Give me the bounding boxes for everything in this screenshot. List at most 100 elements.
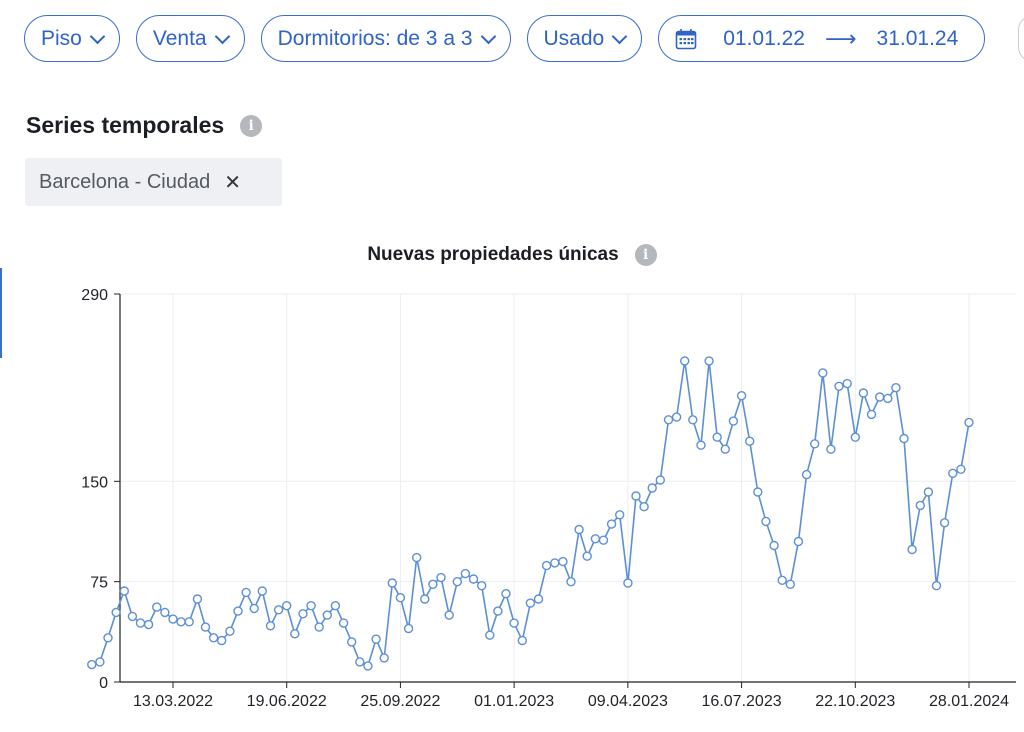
section-title-text: Series temporales <box>26 112 225 138</box>
data-point <box>598 535 609 545</box>
close-icon[interactable]: ✕ <box>224 171 241 194</box>
data-point <box>192 594 203 604</box>
data-point <box>119 586 130 596</box>
data-point <box>899 433 909 444</box>
data-point <box>688 415 698 425</box>
data-point <box>639 501 649 512</box>
data-point <box>168 614 178 624</box>
data-point <box>533 594 544 604</box>
data-point <box>850 432 860 442</box>
data-point <box>241 587 251 598</box>
data-point <box>200 622 211 632</box>
data-point <box>103 633 113 643</box>
info-icon[interactable]: i <box>634 244 657 266</box>
filter-bar: Piso Venta Dormitorios: de 3 a 3 Usado 0… <box>24 15 986 64</box>
data-point <box>143 619 154 630</box>
data-point <box>517 635 527 646</box>
data-point <box>671 412 682 422</box>
chevron-down-icon <box>214 28 230 44</box>
data-point <box>208 633 219 643</box>
data-point <box>680 356 690 366</box>
y-tick-label: 290 <box>81 287 108 304</box>
data-point <box>582 551 592 561</box>
chart-title-text: Nuevas propiedades únicas <box>367 244 619 265</box>
data-point <box>257 586 267 596</box>
data-point <box>468 574 479 584</box>
bedrooms-label: Dormitorios: de 3 a 3 <box>277 26 473 50</box>
data-point <box>801 469 812 480</box>
data-point <box>420 594 430 604</box>
data-point <box>298 609 308 619</box>
data-point <box>290 629 300 639</box>
condition-filter[interactable]: Usado <box>526 15 643 62</box>
data-point <box>606 519 617 529</box>
data-point <box>956 464 966 475</box>
property-type-filter[interactable]: Piso <box>24 15 120 62</box>
data-point <box>379 653 389 663</box>
x-tick-label: 16.07.2023 <box>702 693 782 710</box>
operation-filter[interactable]: Venta <box>135 15 245 62</box>
date-range-filter[interactable]: 01.01.22 ⟶ 31.01.24 <box>658 15 986 62</box>
data-point <box>615 510 625 520</box>
data-point <box>566 577 576 587</box>
data-point <box>574 524 584 535</box>
data-point <box>745 436 755 446</box>
x-tick-label: 13.03.2022 <box>133 693 213 710</box>
arrow-right-icon: ⟶ <box>824 25 857 51</box>
location-chip-label: Barcelona - Ciudad <box>39 170 211 193</box>
x-axis-ticks: 13.03.2022 19.06.2022 25.09.2022 01.01.2023… <box>133 682 1009 710</box>
data-point <box>216 635 227 646</box>
data-point <box>866 409 877 420</box>
data-point <box>964 417 974 428</box>
data-point <box>550 558 560 568</box>
data-point <box>769 540 779 551</box>
data-point <box>176 617 186 627</box>
data-point <box>907 544 917 555</box>
data-point <box>184 617 194 627</box>
data-point <box>127 611 138 622</box>
chevron-down-icon <box>611 28 628 44</box>
data-point <box>111 607 121 618</box>
data-point <box>939 518 950 528</box>
chevron-down-icon <box>89 28 106 44</box>
operation-label: Venta <box>152 26 207 50</box>
date-to: 31.01.24 <box>876 26 959 50</box>
data-point <box>931 581 942 591</box>
data-point <box>233 606 243 616</box>
data-point <box>704 356 714 366</box>
x-tick-label: 22.10.2023 <box>815 693 895 710</box>
data-point <box>225 626 235 636</box>
data-point <box>485 630 495 640</box>
data-point <box>135 618 146 628</box>
data-point <box>509 618 519 628</box>
data-point <box>736 390 747 401</box>
more-filters-button[interactable] <box>1018 15 1024 62</box>
data-point <box>793 536 804 547</box>
info-icon[interactable]: i <box>240 114 263 137</box>
data-point <box>460 568 471 579</box>
chart-title: Nuevas propiedades únicas i <box>0 244 1024 266</box>
chevron-down-icon <box>480 28 496 44</box>
date-from: 01.01.22 <box>723 26 805 50</box>
data-point <box>347 637 357 647</box>
data-point <box>363 661 373 671</box>
data-point <box>761 516 771 527</box>
data-point <box>948 468 958 479</box>
data-point <box>631 491 641 501</box>
y-tick-label: 75 <box>90 575 108 592</box>
data-point <box>338 618 349 628</box>
data-point <box>915 500 925 511</box>
location-chip: Barcelona - Ciudad ✕ <box>25 158 282 206</box>
bedrooms-filter[interactable]: Dormitorios: de 3 a 3 <box>260 15 511 62</box>
data-point <box>525 598 536 608</box>
data-point <box>785 579 795 589</box>
data-point <box>87 659 97 670</box>
x-tick-label: 25.09.2022 <box>360 693 440 710</box>
data-point <box>842 378 852 389</box>
data-point <box>712 432 722 442</box>
y-tick-label: 0 <box>99 675 108 692</box>
y-axis-ticks: 0 75 150 290 <box>81 287 120 692</box>
data-point <box>663 415 674 425</box>
calendar-icon <box>675 28 697 49</box>
data-point <box>477 581 487 591</box>
